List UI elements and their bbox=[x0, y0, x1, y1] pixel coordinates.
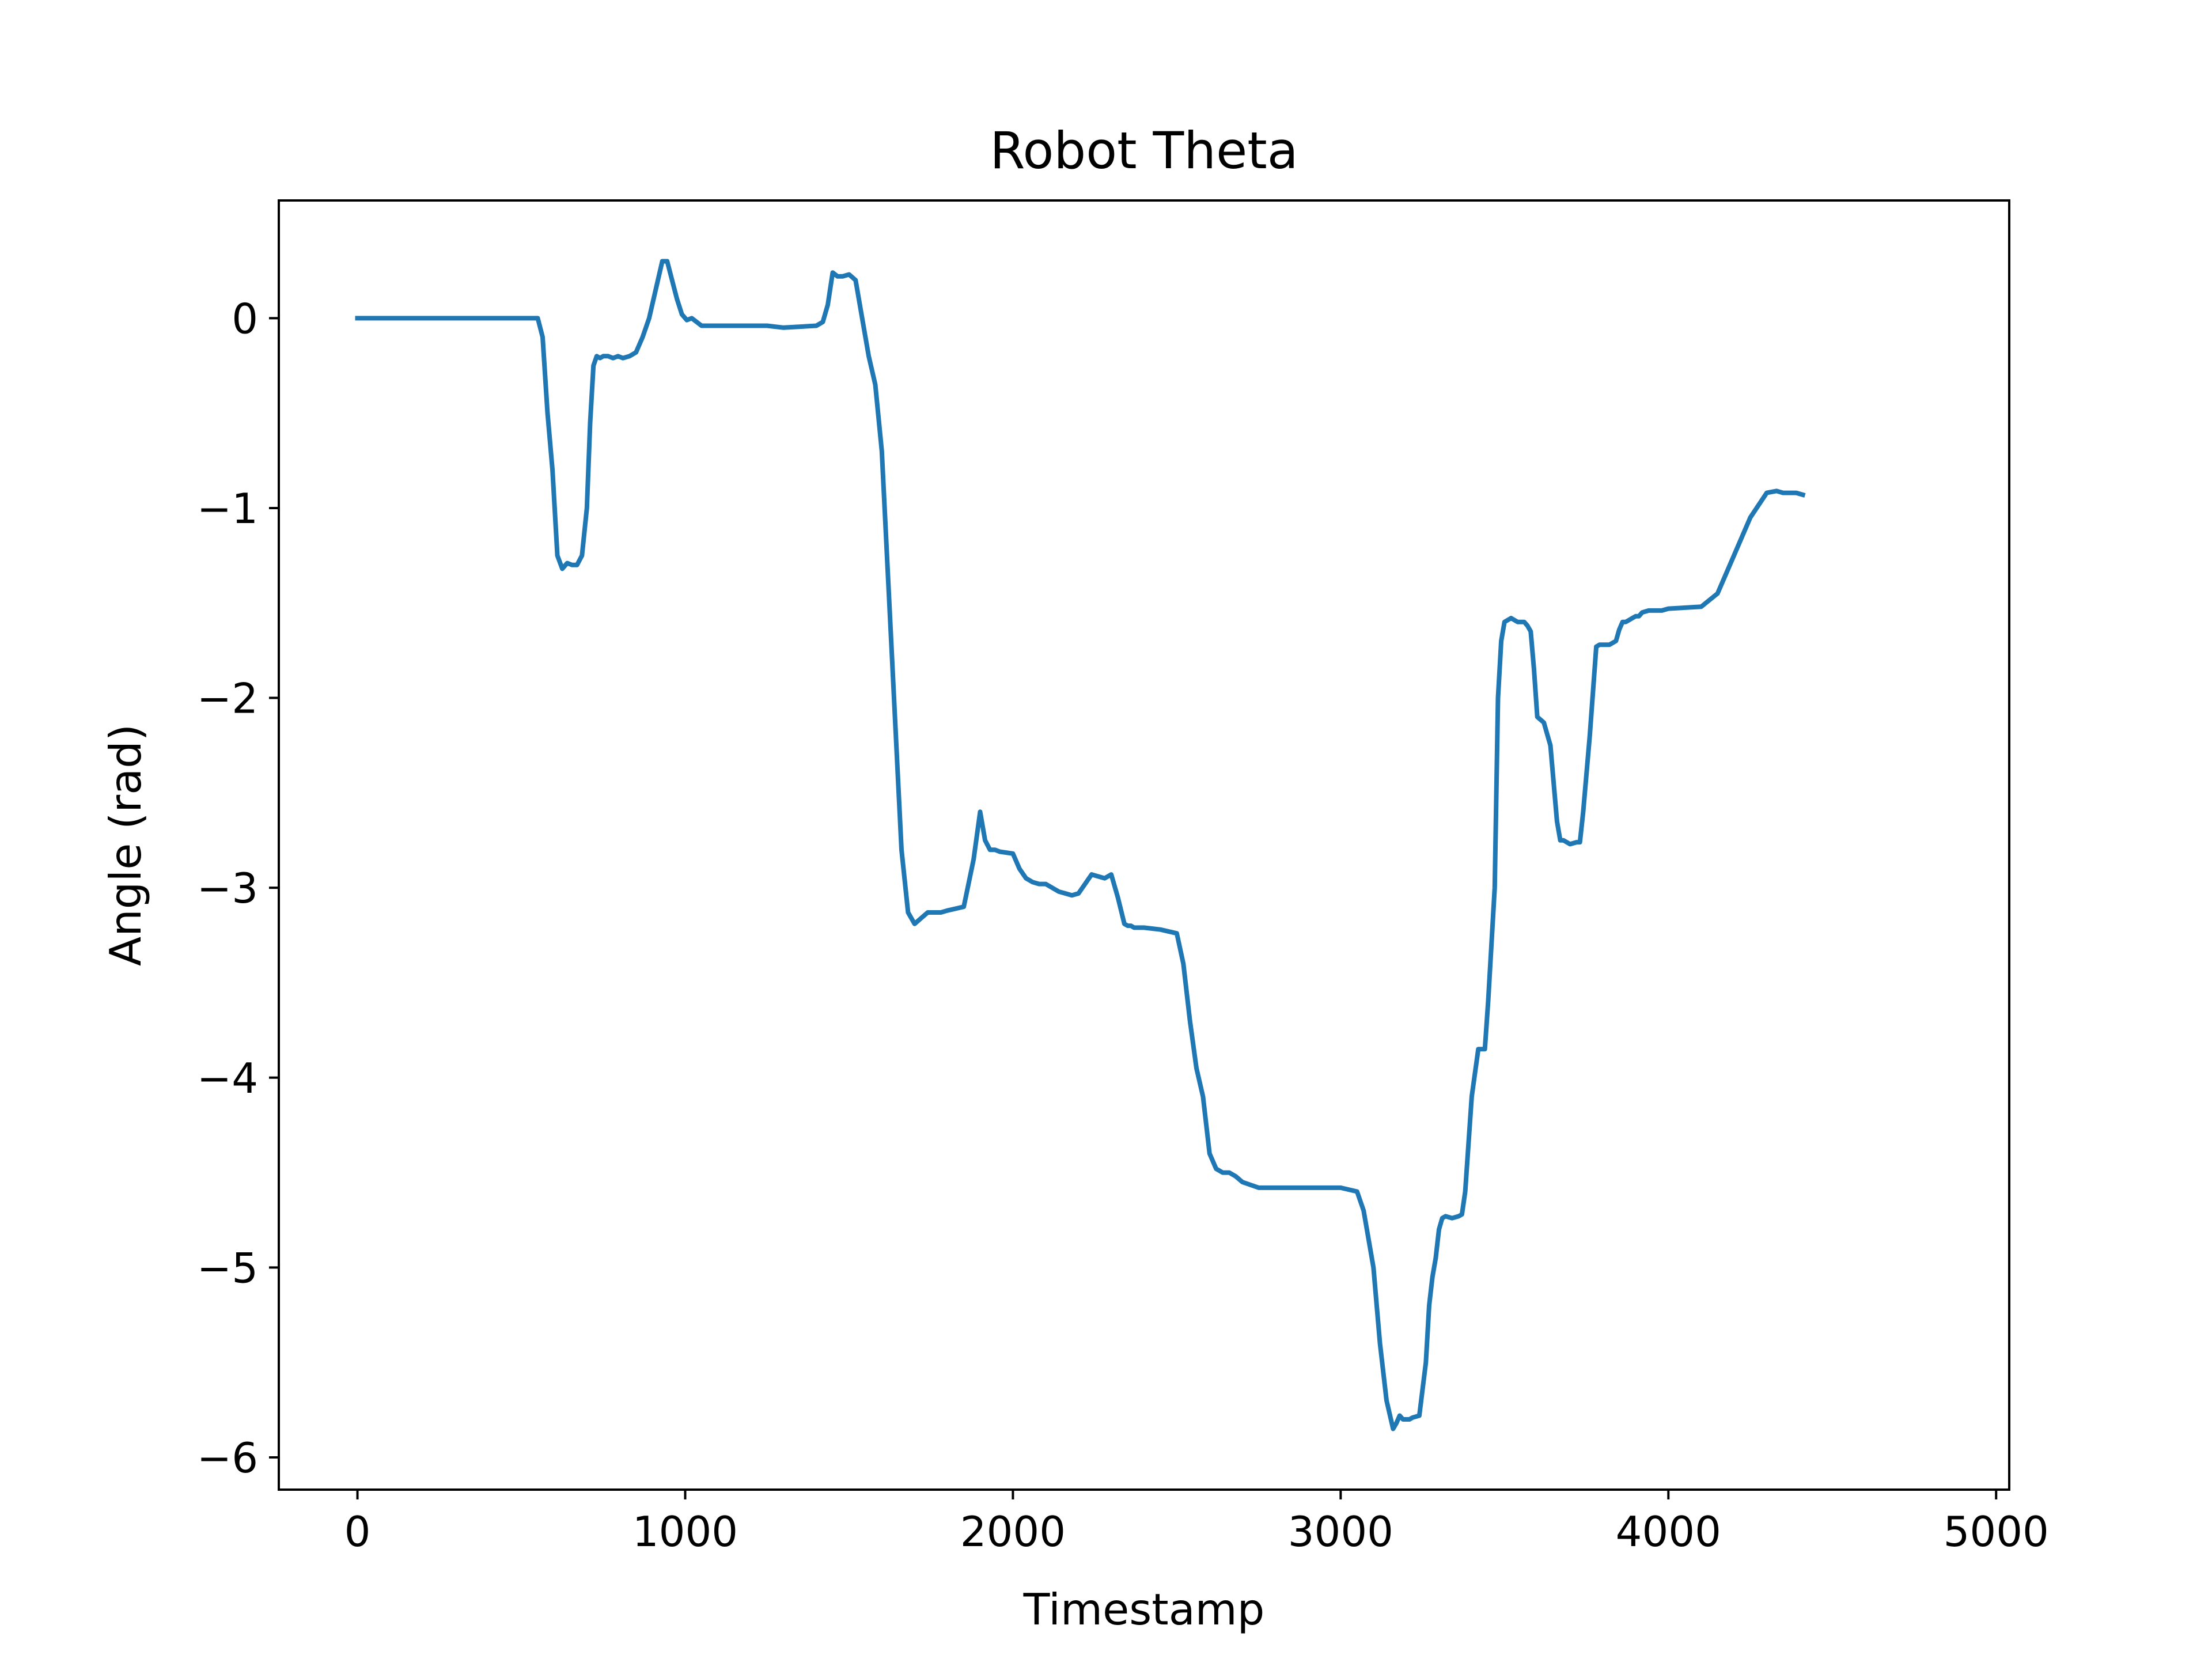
y-tick-label: −2 bbox=[197, 675, 258, 723]
y-tick-label: −3 bbox=[197, 864, 258, 912]
y-tick-label: 0 bbox=[232, 294, 258, 343]
x-tick-label: 3000 bbox=[1288, 1508, 1393, 1556]
x-axis-ticks: 0 1000 2000 3000 4000 5000 bbox=[344, 1490, 2049, 1556]
y-tick-label: −5 bbox=[197, 1244, 258, 1292]
x-tick-label: 5000 bbox=[1944, 1508, 2049, 1556]
y-tick-label: −4 bbox=[197, 1054, 258, 1103]
series-line-theta bbox=[355, 259, 1806, 1431]
x-tick-label: 2000 bbox=[960, 1508, 1066, 1556]
y-tick-label: −6 bbox=[197, 1434, 258, 1482]
x-tick-label: 0 bbox=[344, 1508, 371, 1556]
chart-title: Robot Theta bbox=[990, 121, 1298, 180]
series-layer bbox=[355, 259, 1806, 1431]
plot-frame bbox=[278, 199, 2010, 1491]
y-tick-label: −1 bbox=[197, 484, 258, 533]
x-tick-label: 4000 bbox=[1616, 1508, 1721, 1556]
y-axis-ticks: 0 −1 −2 −3 −4 −5 −6 bbox=[197, 294, 279, 1482]
x-tick-label: 1000 bbox=[632, 1508, 738, 1556]
y-axis-label: Angle (rad) bbox=[100, 724, 151, 966]
x-axis-label: Timestamp bbox=[1023, 1584, 1265, 1635]
